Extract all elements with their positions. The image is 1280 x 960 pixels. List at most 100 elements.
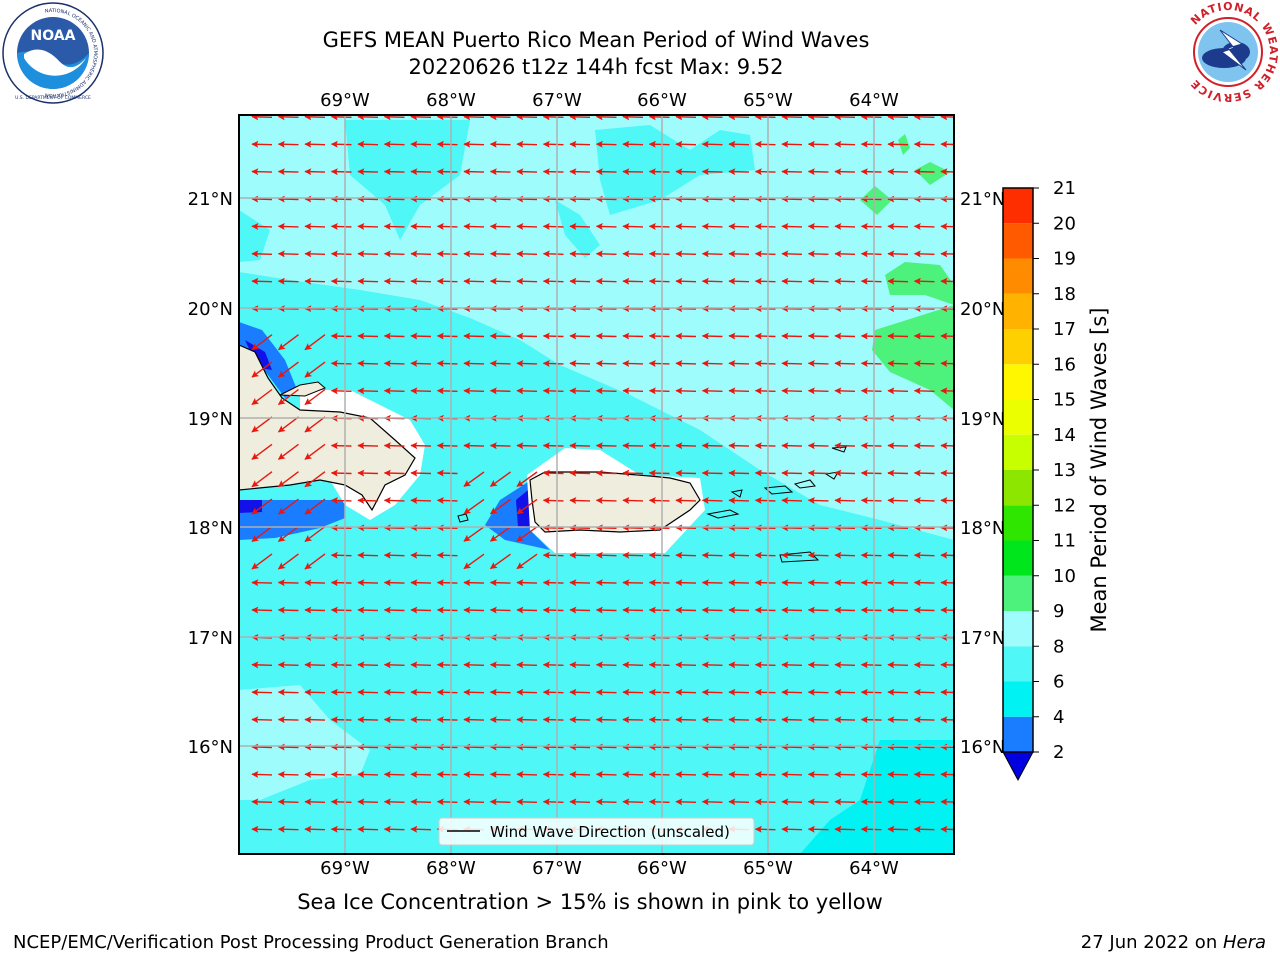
st-croix-island xyxy=(779,551,820,563)
wind-wave-arrow xyxy=(330,524,352,532)
wind-wave-arrow xyxy=(860,688,882,696)
wind-wave-arrow xyxy=(754,332,776,340)
colorbar-segment xyxy=(1003,470,1033,506)
wind-wave-arrow xyxy=(489,387,511,395)
wind-wave-arrow xyxy=(410,140,432,148)
wind-wave-arrow xyxy=(887,524,909,532)
wind-wave-arrow xyxy=(357,524,379,532)
wind-wave-arrow xyxy=(913,688,935,696)
wind-wave-arrow xyxy=(357,442,379,450)
wind-wave-arrow xyxy=(675,579,697,587)
wind-wave-arrow xyxy=(913,798,935,806)
wind-wave-arrow xyxy=(463,688,485,696)
wind-wave-arrow xyxy=(277,606,299,614)
wind-wave-arrow xyxy=(860,496,882,504)
wind-wave-arrow xyxy=(516,168,538,176)
colorbar-tick-label: 4 xyxy=(1053,707,1064,728)
wind-wave-arrow xyxy=(701,551,723,559)
legend-label: Wind Wave Direction (unscaled) xyxy=(490,823,730,841)
wind-wave-arrow xyxy=(595,115,617,121)
wind-wave-arrow xyxy=(542,688,564,696)
wind-wave-arrow xyxy=(940,332,954,340)
wind-wave-arrow xyxy=(940,524,954,532)
wind-wave-arrow xyxy=(251,334,273,351)
wind-wave-arrow xyxy=(410,469,432,477)
wind-wave-arrow xyxy=(595,743,617,751)
wind-wave-arrow xyxy=(542,332,564,340)
wind-wave-arrow xyxy=(887,661,909,669)
wind-wave-arrow xyxy=(516,606,538,614)
wind-wave-arrow xyxy=(463,195,485,203)
chart-subtitle: 20220626 t12z 144h fcst Max: 9.52 xyxy=(408,55,784,79)
wind-wave-arrow xyxy=(913,496,935,504)
wind-wave-arrow xyxy=(887,222,909,230)
wind-wave-arrow xyxy=(463,526,485,542)
wind-wave-arrow xyxy=(648,250,670,258)
wind-wave-arrow xyxy=(277,222,299,230)
wind-wave-arrow xyxy=(648,496,670,504)
wind-wave-arrow xyxy=(781,716,803,724)
wind-wave-arrow xyxy=(569,606,591,614)
wind-wave-arrow xyxy=(701,496,723,504)
wind-wave-arrow xyxy=(357,716,379,724)
wind-wave-arrow xyxy=(277,195,299,203)
wind-wave-arrow xyxy=(251,825,273,833)
wind-wave-arrow xyxy=(436,606,458,614)
lat-label-right: 19°N xyxy=(960,409,1005,430)
wind-wave-arrow xyxy=(807,222,829,230)
wind-wave-arrow xyxy=(251,115,273,121)
wind-wave-arrow xyxy=(728,115,750,121)
wind-wave-arrow xyxy=(754,661,776,669)
wind-wave-arrow xyxy=(781,798,803,806)
wind-wave-arrow xyxy=(277,443,299,460)
wind-wave-arrow xyxy=(304,140,326,148)
wind-wave-arrow xyxy=(913,115,935,121)
wind-wave-arrow xyxy=(277,798,299,806)
wind-wave-arrow xyxy=(463,168,485,176)
wind-wave-arrow xyxy=(489,222,511,230)
wind-wave-arrow xyxy=(595,359,617,367)
wind-wave-arrow xyxy=(781,140,803,148)
colorbar-tick-label: 21 xyxy=(1053,178,1076,199)
wind-wave-arrow xyxy=(304,361,326,378)
wind-wave-arrow xyxy=(834,743,856,751)
wind-wave-arrow xyxy=(622,551,644,559)
wind-wave-arrow xyxy=(489,471,511,487)
wind-wave-arrow xyxy=(516,250,538,258)
wind-wave-arrow xyxy=(754,770,776,778)
wind-wave-arrow xyxy=(542,442,564,450)
wind-wave-arrow xyxy=(489,606,511,614)
wind-wave-arrow xyxy=(887,115,909,121)
wind-wave-arrow xyxy=(357,222,379,230)
wind-wave-arrow xyxy=(330,798,352,806)
wind-wave-arrow xyxy=(304,168,326,176)
wind-wave-arrow xyxy=(807,250,829,258)
wind-wave-arrow xyxy=(887,332,909,340)
wind-wave-arrow xyxy=(436,168,458,176)
wind-wave-arrow xyxy=(860,743,882,751)
wind-wave-arrow xyxy=(383,798,405,806)
wind-wave-arrow xyxy=(834,496,856,504)
wind-wave-arrow xyxy=(940,168,954,176)
wind-wave-arrow xyxy=(383,195,405,203)
sea-ice-note: Sea Ice Concentration > 15% is shown in … xyxy=(297,890,883,914)
colorbar-segment xyxy=(1003,293,1033,329)
lon-label-top: 66°W xyxy=(637,90,687,111)
wind-wave-arrow xyxy=(277,525,299,543)
wind-wave-arrow xyxy=(622,332,644,340)
wind-wave-arrow xyxy=(330,222,352,230)
colorbar-tick-label: 15 xyxy=(1053,390,1076,411)
wind-wave-arrow xyxy=(410,442,432,450)
wind-wave-arrow xyxy=(357,496,379,504)
wave-period-4-6-zone xyxy=(800,740,954,854)
wave-period-2-4-zone-north xyxy=(239,322,298,398)
wind-wave-arrow xyxy=(728,798,750,806)
wind-wave-arrow xyxy=(516,140,538,148)
lat-label-right: 20°N xyxy=(960,299,1005,320)
wind-wave-arrow xyxy=(251,277,273,285)
wind-wave-arrow xyxy=(701,168,723,176)
wind-wave-arrow xyxy=(489,359,511,367)
wind-wave-arrow xyxy=(675,222,697,230)
wind-wave-arrow xyxy=(357,825,379,833)
